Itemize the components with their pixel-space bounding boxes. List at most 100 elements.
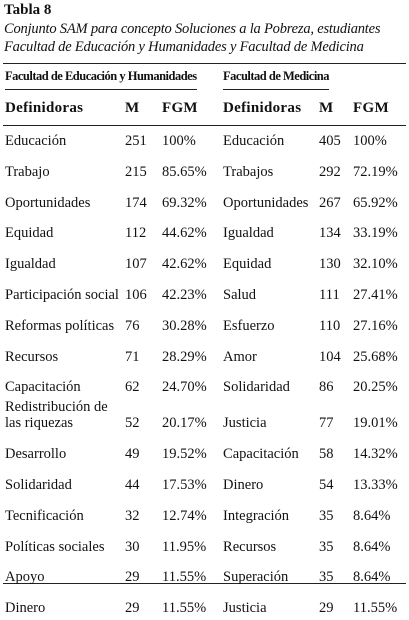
fgm-cell: 12.74% — [162, 507, 207, 524]
fgm-cell: 42.62% — [162, 256, 207, 273]
fgm-cell: 11.55% — [162, 569, 207, 586]
definidora-cell: Redistribución de las riquezas — [5, 399, 108, 432]
definidora-cell: Capacitación — [223, 446, 299, 463]
m-cell: 215 — [125, 163, 147, 180]
fgm-cell: 8.64% — [353, 507, 391, 524]
table-row: Trabajo 215 85.65% Trabajos 292 72.19% — [3, 153, 406, 184]
definidora-cell: Educación — [5, 133, 67, 149]
table-row: Dinero 29 11.55% Justicia 29 11.55% — [3, 589, 406, 620]
m-cell: 107 — [125, 256, 147, 273]
m-cell: 49 — [125, 446, 140, 463]
table-row: Desarrollo 49 19.52% Capacitación 58 14.32% — [3, 435, 406, 466]
rule — [3, 583, 406, 584]
fgm-cell: 19.01% — [353, 415, 398, 432]
definidora-cell: Igualdad — [5, 256, 56, 273]
group-header: Facultad de Medicina — [217, 64, 406, 91]
table-row: Apoyo 29 11.55% Superación 35 8.64% — [3, 559, 406, 590]
definidora-cell: Igualdad — [223, 225, 274, 242]
definidora-cell: Desarrollo — [5, 446, 67, 463]
m-cell: 86 — [319, 379, 334, 396]
definidora-cell: Reformas políticas — [5, 317, 115, 334]
m-cell: 29 — [125, 569, 140, 586]
fgm-cell: 44.62% — [162, 225, 207, 242]
fgm-cell: 14.32% — [353, 446, 398, 463]
m-cell: 30 — [125, 538, 140, 555]
fgm-cell: 85.65% — [162, 163, 207, 180]
table-row: Solidaridad 44 17.53% Dinero 54 13.33% — [3, 466, 406, 497]
caption-line: Conjunto SAM para concepto Soluciones a … — [4, 21, 381, 37]
m-cell: 29 — [319, 600, 334, 617]
m-cell: 76 — [125, 317, 140, 334]
definidora-cell: Integración — [223, 507, 290, 524]
definidora-cell: Esfuerzo — [223, 317, 275, 334]
fgm-cell: 8.64% — [353, 538, 391, 555]
caption-line: Facultad de Educación y Humanidades y Fa… — [4, 39, 364, 55]
fgm-cell: 19.52% — [162, 446, 207, 463]
m-cell: 106 — [125, 286, 147, 303]
table-row: Capacitación 62 24.70% Solidaridad 86 20.25% — [3, 369, 406, 400]
m-cell: 174 — [125, 194, 147, 211]
definidora-cell: Equidad — [5, 225, 54, 242]
table-row: Redistribución de las riquezas 52 20.17% Ju… — [3, 399, 406, 435]
group-header: Facultad de Educación y Humanidades — [3, 64, 217, 91]
m-cell: 112 — [125, 225, 147, 242]
fgm-cell: 20.25% — [353, 379, 398, 396]
fgm-cell: 25.68% — [353, 348, 398, 365]
m-cell: 29 — [125, 600, 140, 617]
definidora-cell: Capacitación — [5, 379, 81, 396]
definidora-cell: Educación — [223, 133, 285, 149]
definidora-cell: Políticas sociales — [5, 538, 105, 555]
fgm-cell: 65.92% — [353, 194, 398, 211]
m-cell: 44 — [125, 476, 140, 493]
m-cell: 32 — [125, 507, 140, 524]
fgm-cell: 100% — [353, 133, 387, 149]
definidora-cell: Dinero — [5, 600, 46, 617]
m-cell: 77 — [319, 415, 334, 432]
fgm-cell: 100% — [162, 133, 196, 149]
definidora-cell: Salud — [223, 286, 257, 303]
definidora-cell: Participación social — [5, 286, 119, 303]
definidora-cell: Amor — [223, 348, 257, 365]
fgm-cell: 30.28% — [162, 317, 207, 334]
fgm-cell: 72.19% — [353, 163, 398, 180]
definidora-cell: Dinero — [223, 476, 264, 493]
table-body: Educación 251 100% Educación 405 100% Trabajo 2… — [3, 125, 406, 620]
fgm-cell: 8.64% — [353, 569, 391, 586]
fgm-cell: 13.33% — [353, 476, 398, 493]
fgm-cell: 11.55% — [353, 600, 398, 617]
table-row: Igualdad 107 42.62% Equidad 130 32.10% — [3, 245, 406, 276]
table-row: Reformas políticas 76 30.28% Esfuerzo 110 27.… — [3, 307, 406, 338]
fgm-cell: 32.10% — [353, 256, 398, 273]
fgm-cell: 33.19% — [353, 225, 398, 242]
m-cell: 110 — [319, 317, 341, 334]
rule — [3, 125, 406, 126]
fgm-cell: 42.23% — [162, 286, 207, 303]
definidora-cell: Recursos — [223, 538, 277, 555]
definidora-cell: Equidad — [223, 256, 272, 273]
fgm-cell: 11.95% — [162, 538, 207, 555]
m-cell: 62 — [125, 379, 140, 396]
m-cell: 35 — [319, 569, 334, 586]
table-row: Recursos 71 28.29% Amor 104 25.68% — [3, 338, 406, 369]
definidora-cell: Trabajos — [223, 163, 274, 180]
definidora-cell: Trabajo — [5, 163, 50, 180]
column-header: FGM — [353, 99, 389, 116]
fgm-cell: 17.53% — [162, 476, 207, 493]
definidora-cell: Recursos — [5, 348, 59, 365]
fgm-cell: 69.32% — [162, 194, 207, 211]
definidora-cell: Justicia — [223, 415, 267, 432]
definidora-cell: Tecnificación — [5, 507, 84, 524]
table-row: Participación social 106 42.23% Salud 111 27.… — [3, 276, 406, 307]
m-cell: 134 — [319, 225, 341, 242]
table-row: Tecnificación 32 12.74% Integración 35 8.64% — [3, 497, 406, 528]
m-cell: 405 — [319, 133, 341, 149]
column-header: Definidoras — [223, 99, 302, 116]
fgm-cell: 20.17% — [162, 415, 207, 432]
m-cell: 58 — [319, 446, 334, 463]
m-cell: 267 — [319, 194, 341, 211]
definidora-cell: Solidaridad — [223, 379, 290, 396]
fgm-cell: 11.55% — [162, 600, 207, 617]
table-row: Políticas sociales 30 11.95% Recursos 35 8.64… — [3, 528, 406, 559]
m-cell: 130 — [319, 256, 341, 273]
m-cell: 251 — [125, 133, 147, 149]
